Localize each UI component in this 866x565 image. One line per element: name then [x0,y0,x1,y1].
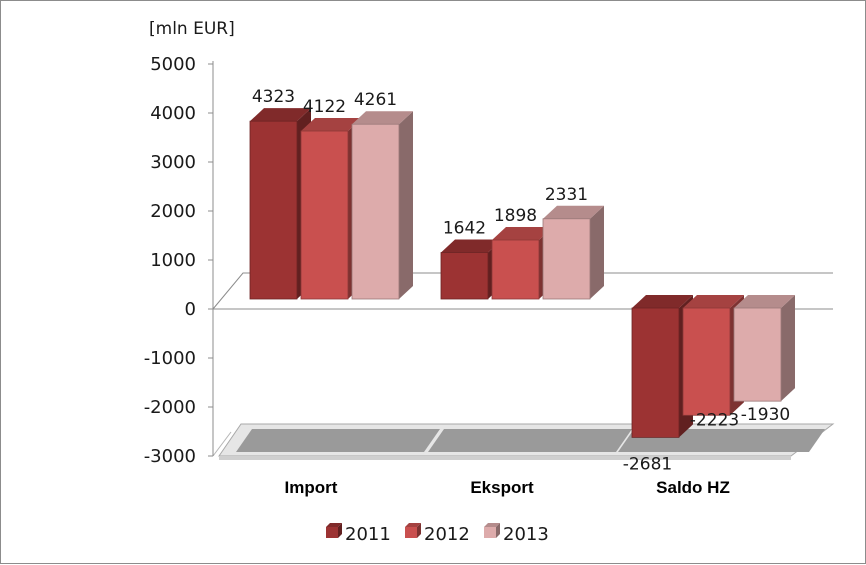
bar-front-face [733,307,782,402]
bar-front-face [491,239,540,300]
category-label: Eksport [470,478,534,497]
chart-floor-edge [219,456,791,460]
bar-import-2011 [249,108,311,300]
bar-front-face [249,120,298,300]
legend-swatch-side [338,523,342,538]
legend-entry-2012: 2012 [405,523,470,545]
y-tick-label: -3000 [144,446,196,467]
y-tick-label: -2000 [144,397,196,418]
category-label: Import [285,478,338,497]
data-label-2012: 4122 [303,97,346,117]
bar-saldo-hz-2013 [733,295,795,402]
legend-swatch [484,527,496,538]
zero-plane-back-line [212,272,833,310]
legend-swatch [326,527,338,538]
legend-entry-2011: 2011 [326,523,391,545]
floor-tile-1 [236,429,440,452]
bar-eksport-2013 [542,205,604,300]
y-tick-label: 4000 [150,103,196,124]
y-tick-label: 5000 [150,54,196,75]
bar-front-face [351,123,400,300]
y-tick-label: 3000 [150,152,196,173]
bar-top-face [683,295,744,308]
data-label-2013: 2331 [545,185,588,205]
bar-side-face [781,295,795,402]
category-label: Saldo HZ [656,478,730,497]
floor-corner-line [212,431,232,457]
bar-front-face [682,307,731,416]
y-axis-unit-label: [mln EUR] [149,19,235,39]
bar-side-face [590,205,604,299]
legend-swatch-top [326,523,342,527]
data-label-2012: -2223 [690,410,739,430]
legend-label: 2012 [424,524,470,545]
y-tick-label: 0 [185,299,196,320]
y-tick-label: -1000 [144,348,196,369]
data-label-2011: 1642 [443,219,486,239]
legend-swatch-side [496,523,500,538]
data-label-2012: 1898 [494,206,537,226]
legend-entry-2013: 2013 [484,523,549,545]
legend-swatch-top [405,523,421,527]
bar-front-face [440,252,489,300]
bar-top-face [543,205,604,219]
bar-top-face [492,226,553,240]
bar-top-face [734,295,795,308]
data-label-2013: 4261 [354,90,397,110]
bar-import-2013 [351,111,413,300]
floor-tile-2 [428,429,632,452]
y-tick-label: 1000 [150,250,196,271]
data-label-2013: -1930 [741,405,790,425]
legend-swatch-top [484,523,500,527]
legend-swatch-side [417,523,421,538]
bar-top-face [352,111,413,125]
bar-top-face [301,118,362,132]
bar-front-face [542,218,591,300]
bar-front-face [300,130,349,300]
bar-top-face [441,239,502,253]
bar-side-face [399,111,413,299]
data-label-2011: -2681 [623,454,672,474]
bar-top-face [632,295,693,308]
legend-swatch [405,527,417,538]
legend-label: 2013 [503,524,549,545]
bar-top-face [250,108,311,122]
data-label-2011: 4323 [252,87,295,107]
bar-front-face [631,307,680,438]
legend-label: 2011 [345,524,391,545]
y-tick-label: 2000 [150,201,196,222]
